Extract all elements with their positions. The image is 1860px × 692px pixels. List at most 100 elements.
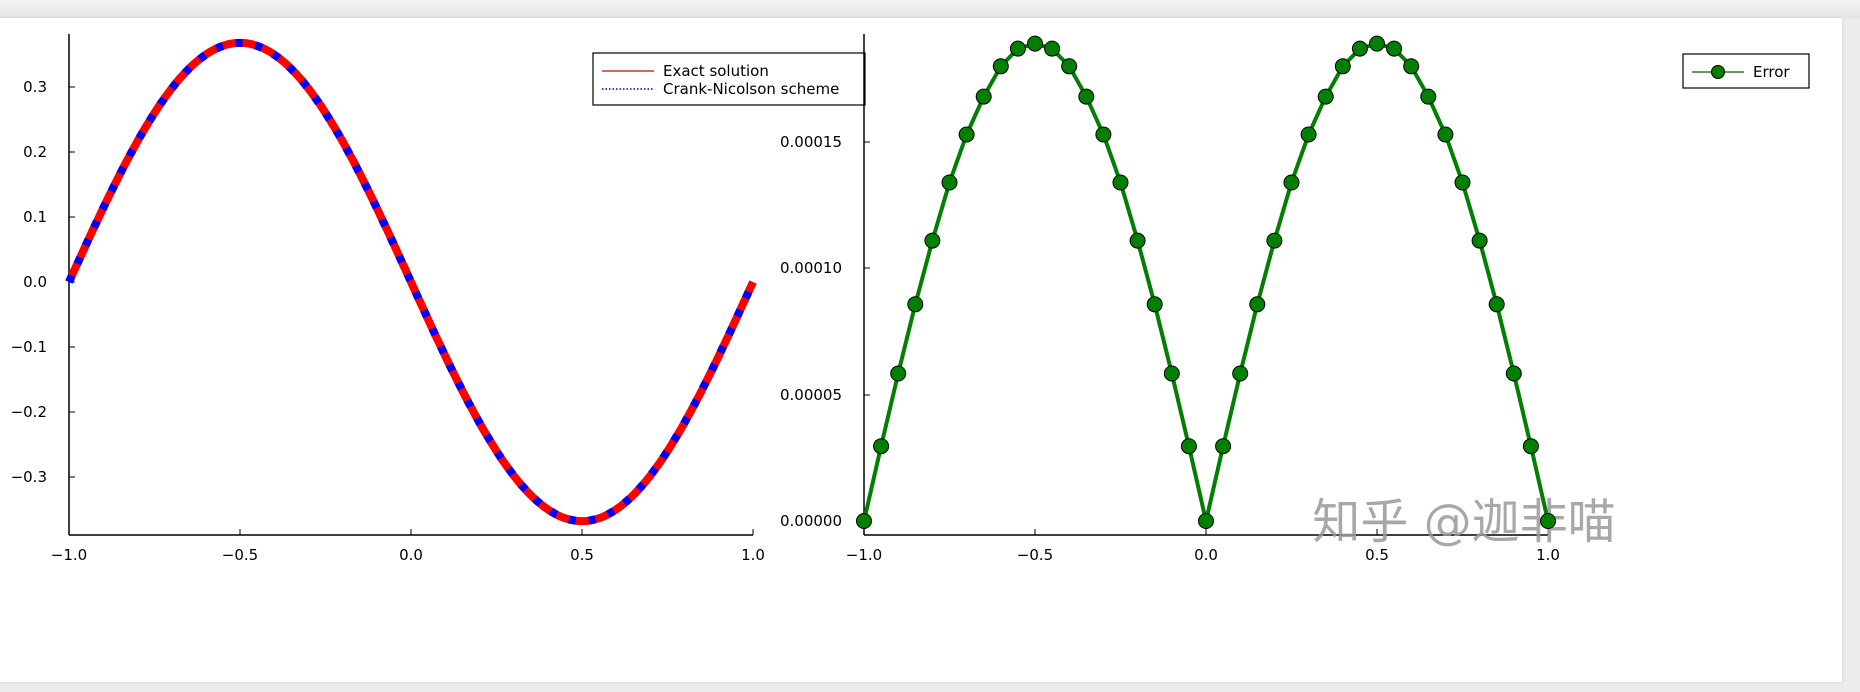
- legend-exact-label: Exact solution: [663, 62, 769, 80]
- x-tick-label: −1.0: [51, 546, 87, 564]
- y-tick-label: 0.2: [23, 143, 47, 161]
- y-tick-label: 0.00000: [780, 512, 842, 530]
- y-tick-label: 0.0: [23, 273, 47, 291]
- error-line: [862, 41, 1550, 522]
- error-data-point: [1112, 174, 1129, 191]
- x-tick: −1.0: [846, 529, 882, 564]
- x-tick-label: −0.5: [222, 546, 258, 564]
- x-tick: 0.5: [1365, 529, 1389, 564]
- error-data-point: [873, 438, 890, 455]
- error-data-point: [1471, 232, 1488, 249]
- x-tick-label: 1.0: [1536, 546, 1560, 564]
- error-data-point: [1283, 174, 1300, 191]
- x-tick: −1.0: [51, 529, 87, 564]
- x-tick-label: −1.0: [846, 546, 882, 564]
- error-data-point: [1009, 40, 1026, 57]
- error-data-point: [1078, 88, 1095, 105]
- error-data-point: [924, 232, 941, 249]
- y-tick: 0.00010: [780, 259, 870, 277]
- error-data-point: [992, 58, 1009, 75]
- figure-canvas: 0.3 0.2 0.1 0.0 −0.1 −0.2 −0.3 −1.0 −0.5…: [0, 18, 1842, 682]
- legend-box: [592, 52, 866, 106]
- y-tick: 0.00005: [780, 386, 870, 404]
- error-data-point: [890, 365, 907, 382]
- error-data-point: [1146, 296, 1163, 313]
- x-tick-label: 0.0: [1194, 546, 1218, 564]
- error-data-point: [1180, 438, 1197, 455]
- x-tick: 1.0: [741, 529, 765, 564]
- error-data-point: [1369, 35, 1385, 52]
- error-data-point: [1249, 296, 1266, 313]
- figure-svg: 0.3 0.2 0.1 0.0 −0.1 −0.2 −0.3 −1.0 −0.5…: [11, 34, 1810, 564]
- error-data-point: [1540, 513, 1556, 529]
- error-data-point: [1386, 40, 1403, 57]
- error-data-point: [856, 513, 872, 529]
- y-tick: 0.2: [23, 143, 75, 161]
- error-markers: [856, 35, 1556, 529]
- error-data-point: [941, 174, 958, 191]
- legend-error-label: Error: [1753, 63, 1790, 81]
- error-data-point: [1232, 365, 1249, 382]
- x-tick-label: −0.5: [1017, 546, 1053, 564]
- legend-error-marker: [1711, 65, 1725, 79]
- left-chart: 0.3 0.2 0.1 0.0 −0.1 −0.2 −0.3 −1.0 −0.5…: [11, 34, 866, 564]
- left-y-ticks: 0.3 0.2 0.1 0.0 −0.1 −0.2 −0.3: [11, 78, 75, 486]
- error-data-point: [1403, 58, 1420, 75]
- error-data-point: [1027, 35, 1043, 52]
- right-chart: 0.00015 0.00010 0.00005 0.00000 −1.0 −0.…: [780, 34, 1810, 564]
- x-tick-label: 1.0: [741, 546, 765, 564]
- error-data-point: [1437, 126, 1454, 143]
- error-data-point: [1215, 438, 1232, 455]
- right-legend: Error: [1682, 53, 1810, 89]
- error-data-point: [1163, 365, 1180, 382]
- x-tick: 1.0: [1536, 529, 1560, 564]
- left-legend: Exact solution Crank-Nicolson scheme: [592, 52, 866, 106]
- error-data-point: [1522, 438, 1539, 455]
- legend-box: [1682, 53, 1810, 89]
- error-data-point: [1044, 40, 1061, 57]
- error-data-point: [1351, 40, 1368, 57]
- y-tick-label: 0.1: [23, 208, 47, 226]
- x-tick: 0.0: [1194, 529, 1218, 564]
- error-data-point: [907, 296, 924, 313]
- y-tick-label: 0.00010: [780, 259, 842, 277]
- y-tick-label: −0.3: [11, 468, 47, 486]
- y-tick-label: 0.00005: [780, 386, 842, 404]
- y-tick-label: −0.1: [11, 338, 47, 356]
- y-tick: 0.1: [23, 208, 75, 226]
- crank-nicolson-line: [65, 39, 757, 525]
- y-tick-label: −0.2: [11, 403, 47, 421]
- window-top-bar: [0, 0, 1860, 18]
- x-tick: 0.0: [399, 529, 423, 564]
- error-data-point: [1488, 296, 1505, 313]
- y-tick: 0.0: [23, 273, 75, 291]
- right-x-ticks: −1.0 −0.5 0.0 0.5 1.0: [846, 529, 1560, 564]
- error-data-point: [1061, 58, 1078, 75]
- error-data-point: [1420, 88, 1437, 105]
- x-tick-label: 0.5: [570, 546, 594, 564]
- y-tick: −0.3: [11, 468, 75, 486]
- x-tick: −0.5: [1017, 529, 1053, 564]
- x-tick-label: 0.5: [1365, 546, 1389, 564]
- x-tick: 0.5: [570, 529, 594, 564]
- x-tick: −0.5: [222, 529, 258, 564]
- y-tick-label: 0.3: [23, 78, 47, 96]
- right-y-ticks: 0.00015 0.00010 0.00005 0.00000: [780, 133, 870, 530]
- error-data-point: [1454, 174, 1471, 191]
- error-data-point: [1505, 365, 1522, 382]
- error-data-point: [1095, 126, 1112, 143]
- y-tick: −0.2: [11, 403, 75, 421]
- y-tick: −0.1: [11, 338, 75, 356]
- y-tick: 0.3: [23, 78, 75, 96]
- error-data-point: [1300, 126, 1317, 143]
- error-data-point: [1317, 88, 1334, 105]
- error-data-point: [1129, 232, 1146, 249]
- y-tick: 0.00015: [780, 133, 870, 151]
- left-x-ticks: −1.0 −0.5 0.0 0.5 1.0: [51, 529, 765, 564]
- watermark: 知乎 @迦非喵: [1312, 494, 1615, 550]
- legend-cn-label: Crank-Nicolson scheme: [663, 80, 839, 98]
- exact-solution-line: [65, 38, 757, 526]
- y-tick-label: 0.00015: [780, 133, 842, 151]
- right-axes: [863, 34, 1548, 536]
- error-data-point: [1266, 232, 1283, 249]
